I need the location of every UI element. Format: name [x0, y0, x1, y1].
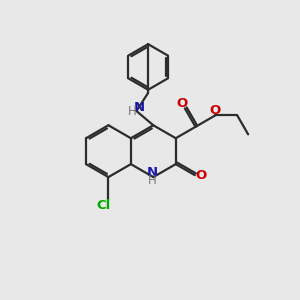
- Text: O: O: [196, 169, 207, 182]
- Text: N: N: [147, 167, 158, 179]
- Text: H: H: [128, 104, 137, 118]
- Text: O: O: [210, 103, 221, 117]
- Text: O: O: [176, 97, 188, 110]
- Text: N: N: [133, 101, 144, 114]
- Text: H: H: [148, 174, 157, 187]
- Text: Cl: Cl: [96, 199, 110, 212]
